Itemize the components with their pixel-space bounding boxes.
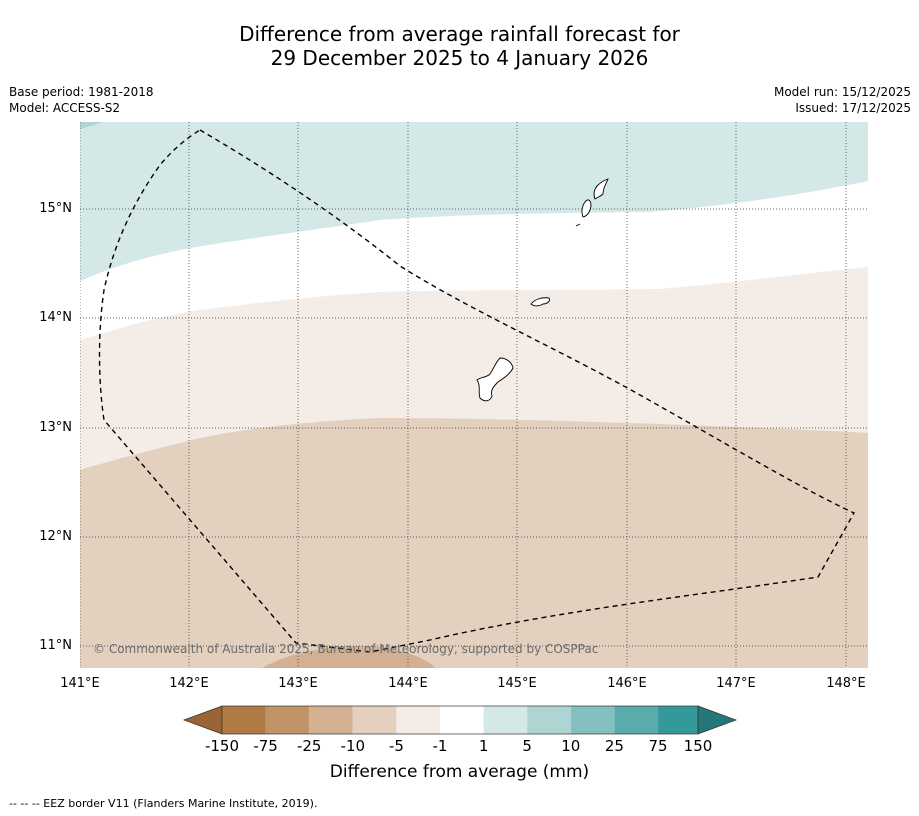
island-aguijan: [575, 223, 581, 227]
meta-right: Model run: 15/12/2025 Issued: 17/12/2025: [774, 84, 911, 116]
lat-label-12n: 12°N: [39, 529, 72, 544]
colorbar: [182, 705, 738, 735]
base-period: Base period: 1981-2018: [9, 85, 154, 99]
lat-label-13n: 13°N: [39, 420, 72, 435]
colorbar-min-arrow: [182, 705, 223, 735]
copyright-notice: © Commonwealth of Australia 2025, Bureau…: [93, 642, 599, 656]
band-tan-medium: [80, 418, 868, 668]
colorbar-bin-11: [658, 706, 698, 734]
colorbar-label: 1: [478, 737, 489, 755]
model-name: Model: ACCESS-S2: [9, 101, 121, 115]
island-tinian: [581, 199, 592, 218]
lon-label-145e: 145°E: [497, 676, 537, 691]
issued-date: Issued: 17/12/2025: [795, 101, 911, 115]
colorbar-bin-4: [352, 706, 397, 734]
lat-label-15n: 15°N: [39, 201, 72, 216]
meta-left: Base period: 1981-2018 Model: ACCESS-S2: [9, 84, 154, 116]
colorbar-label: 75: [648, 737, 668, 755]
band-teal-light: [80, 122, 868, 281]
lon-label-147e: 147°E: [716, 676, 756, 691]
lon-label-141e: 141°E: [60, 676, 100, 691]
colorbar-label: 25: [604, 737, 624, 755]
colorbar-frame: [221, 705, 699, 735]
island-guam: [476, 357, 514, 402]
title-line-1: Difference from average rainfall forecas…: [239, 22, 680, 46]
colorbar-bin-5: [396, 706, 440, 734]
colorbar-label: -25: [296, 737, 322, 755]
map-area: [80, 122, 868, 668]
colorbar-bin-7: [483, 706, 528, 734]
band-teal-corner: [80, 122, 104, 129]
colorbar-label: -150: [204, 737, 240, 755]
colorbar-label: -75: [253, 737, 278, 755]
band-tan-dark: [262, 646, 436, 668]
lon-label-142e: 142°E: [169, 676, 209, 691]
colorbar-bin-10: [614, 706, 658, 734]
colorbar-label: -5: [388, 737, 404, 755]
gridlines: [80, 122, 868, 668]
chart-title: Difference from average rainfall forecas…: [0, 22, 919, 70]
colorbar-max-arrow: [697, 705, 738, 735]
lat-label-11n: 11°N: [39, 638, 72, 653]
colorbar-label: -1: [432, 737, 448, 755]
lon-label-144e: 144°E: [388, 676, 428, 691]
island-saipan: [593, 178, 609, 200]
colorbar-label: 10: [561, 737, 581, 755]
lon-label-143e: 143°E: [278, 676, 318, 691]
colorbar-bin-3: [309, 706, 353, 734]
lon-label-148e: 148°E: [826, 676, 866, 691]
title-line-2: 29 December 2025 to 4 January 2026: [270, 46, 649, 70]
lon-label-146e: 146°E: [607, 676, 647, 691]
model-run: Model run: 15/12/2025: [773, 85, 911, 99]
colorbar-bin-9: [570, 706, 615, 734]
colorbar-bin-2: [265, 706, 310, 734]
lat-label-14n: 14°N: [39, 310, 72, 325]
colorbar-bin-1: [222, 706, 266, 734]
eez-border: [98, 129, 855, 653]
colorbar-label: 5: [522, 737, 532, 755]
colorbar-bin-8: [527, 706, 571, 734]
colorbar-title: Difference from average (mm): [329, 762, 590, 782]
footnote-eez: -- -- -- EEZ border V11 (Flanders Marine…: [9, 797, 318, 810]
colorbar-bin-6: [440, 706, 484, 734]
colorbar-label: 150: [683, 737, 713, 755]
island-rota: [530, 297, 550, 307]
colorbar-label: -10: [340, 737, 366, 755]
